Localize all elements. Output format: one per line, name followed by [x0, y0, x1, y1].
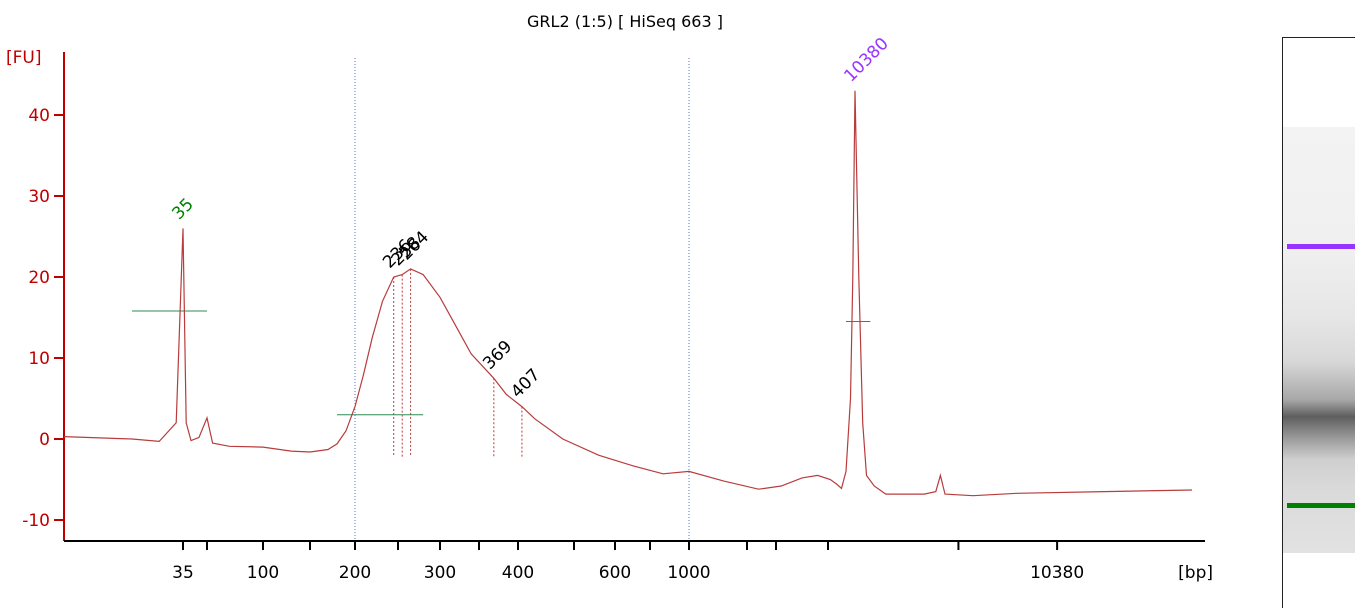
y-tick-label: 40 [28, 106, 50, 126]
y-tick-label: 20 [28, 268, 50, 288]
upper-marker-band [1287, 244, 1355, 249]
x-axis-label: [bp] [1178, 563, 1213, 583]
x-tick-label: 100 [247, 563, 279, 583]
electropherogram-chart: GRL2 (1:5) [ HiSeq 663 ] [FU] [bp] -10 0 1… [6, 12, 1213, 583]
trace-line-0 [63, 90, 1193, 497]
lower-marker-band [1287, 503, 1355, 508]
axes: -10 0 10 20 30 40 35 100 200 300 400 600 1000 10380 [22, 52, 1205, 583]
x-tick-label: 200 [339, 563, 371, 583]
gel-lane-image [1282, 37, 1355, 608]
x-tick-label: 600 [599, 563, 631, 583]
chart-title: GRL2 (1:5) [ HiSeq 663 ] [527, 12, 723, 31]
trace-group [63, 90, 1193, 497]
y-axis-label: [FU] [6, 48, 42, 68]
x-tick-label: 35 [172, 563, 194, 583]
gel-lane-body [1283, 127, 1355, 553]
peak-label: 407 [507, 365, 544, 402]
y-tick-label: 30 [28, 187, 50, 207]
y-tick-label: 10 [28, 349, 50, 369]
y-tick-label: -10 [22, 511, 50, 531]
y-tick-label: 0 [39, 430, 50, 450]
x-tick-label: 1000 [667, 563, 710, 583]
range-dividers [354, 58, 690, 541]
x-tick-label: 10380 [1030, 563, 1084, 583]
x-tick-label: 400 [502, 563, 534, 583]
peak-label: 35 [168, 194, 197, 223]
peak-label: 10380 [840, 34, 892, 86]
x-tick-label: 300 [424, 563, 456, 583]
